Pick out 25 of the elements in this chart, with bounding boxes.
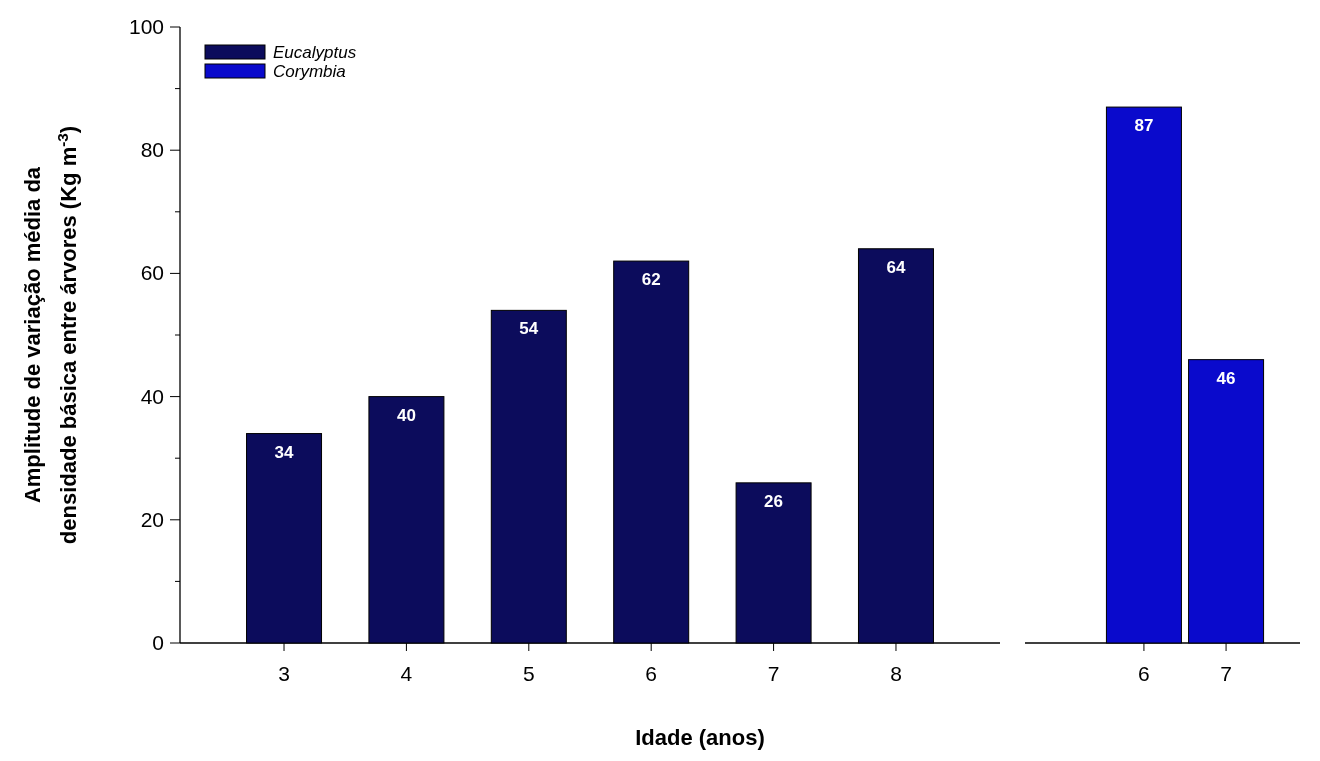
x-tick-label: 7 — [1220, 662, 1232, 685]
data-label: 46 — [1216, 368, 1236, 388]
legend-label: Corymbia — [273, 62, 346, 81]
x-tick-label: 6 — [1138, 662, 1150, 685]
x-tick-label: 3 — [278, 662, 290, 685]
x-tick-label: 8 — [890, 662, 902, 685]
data-label: 64 — [886, 257, 906, 277]
x-tick-label: 6 — [645, 662, 658, 685]
y-tick-label: 60 — [140, 261, 164, 285]
data-label: 26 — [764, 491, 784, 511]
data-label: 34 — [274, 442, 295, 462]
data-label: 40 — [396, 405, 416, 425]
x-tick-label: 7 — [767, 662, 780, 685]
y-tick-label: 80 — [140, 138, 164, 162]
data-label: 87 — [1134, 116, 1154, 136]
data-label: 54 — [519, 319, 539, 339]
x-tick-label: 4 — [400, 662, 413, 685]
x-tick-label: 5 — [522, 662, 535, 685]
y-tick-label: 20 — [140, 507, 164, 531]
legend-label: Eucalyptus — [273, 43, 357, 62]
y-tick-label: 100 — [128, 15, 164, 38]
y-tick-label: 0 — [152, 631, 164, 654]
y-tick-label: 40 — [140, 384, 164, 408]
data-label: 62 — [641, 270, 661, 290]
x-axis-title: Idade (anos) — [635, 725, 765, 750]
